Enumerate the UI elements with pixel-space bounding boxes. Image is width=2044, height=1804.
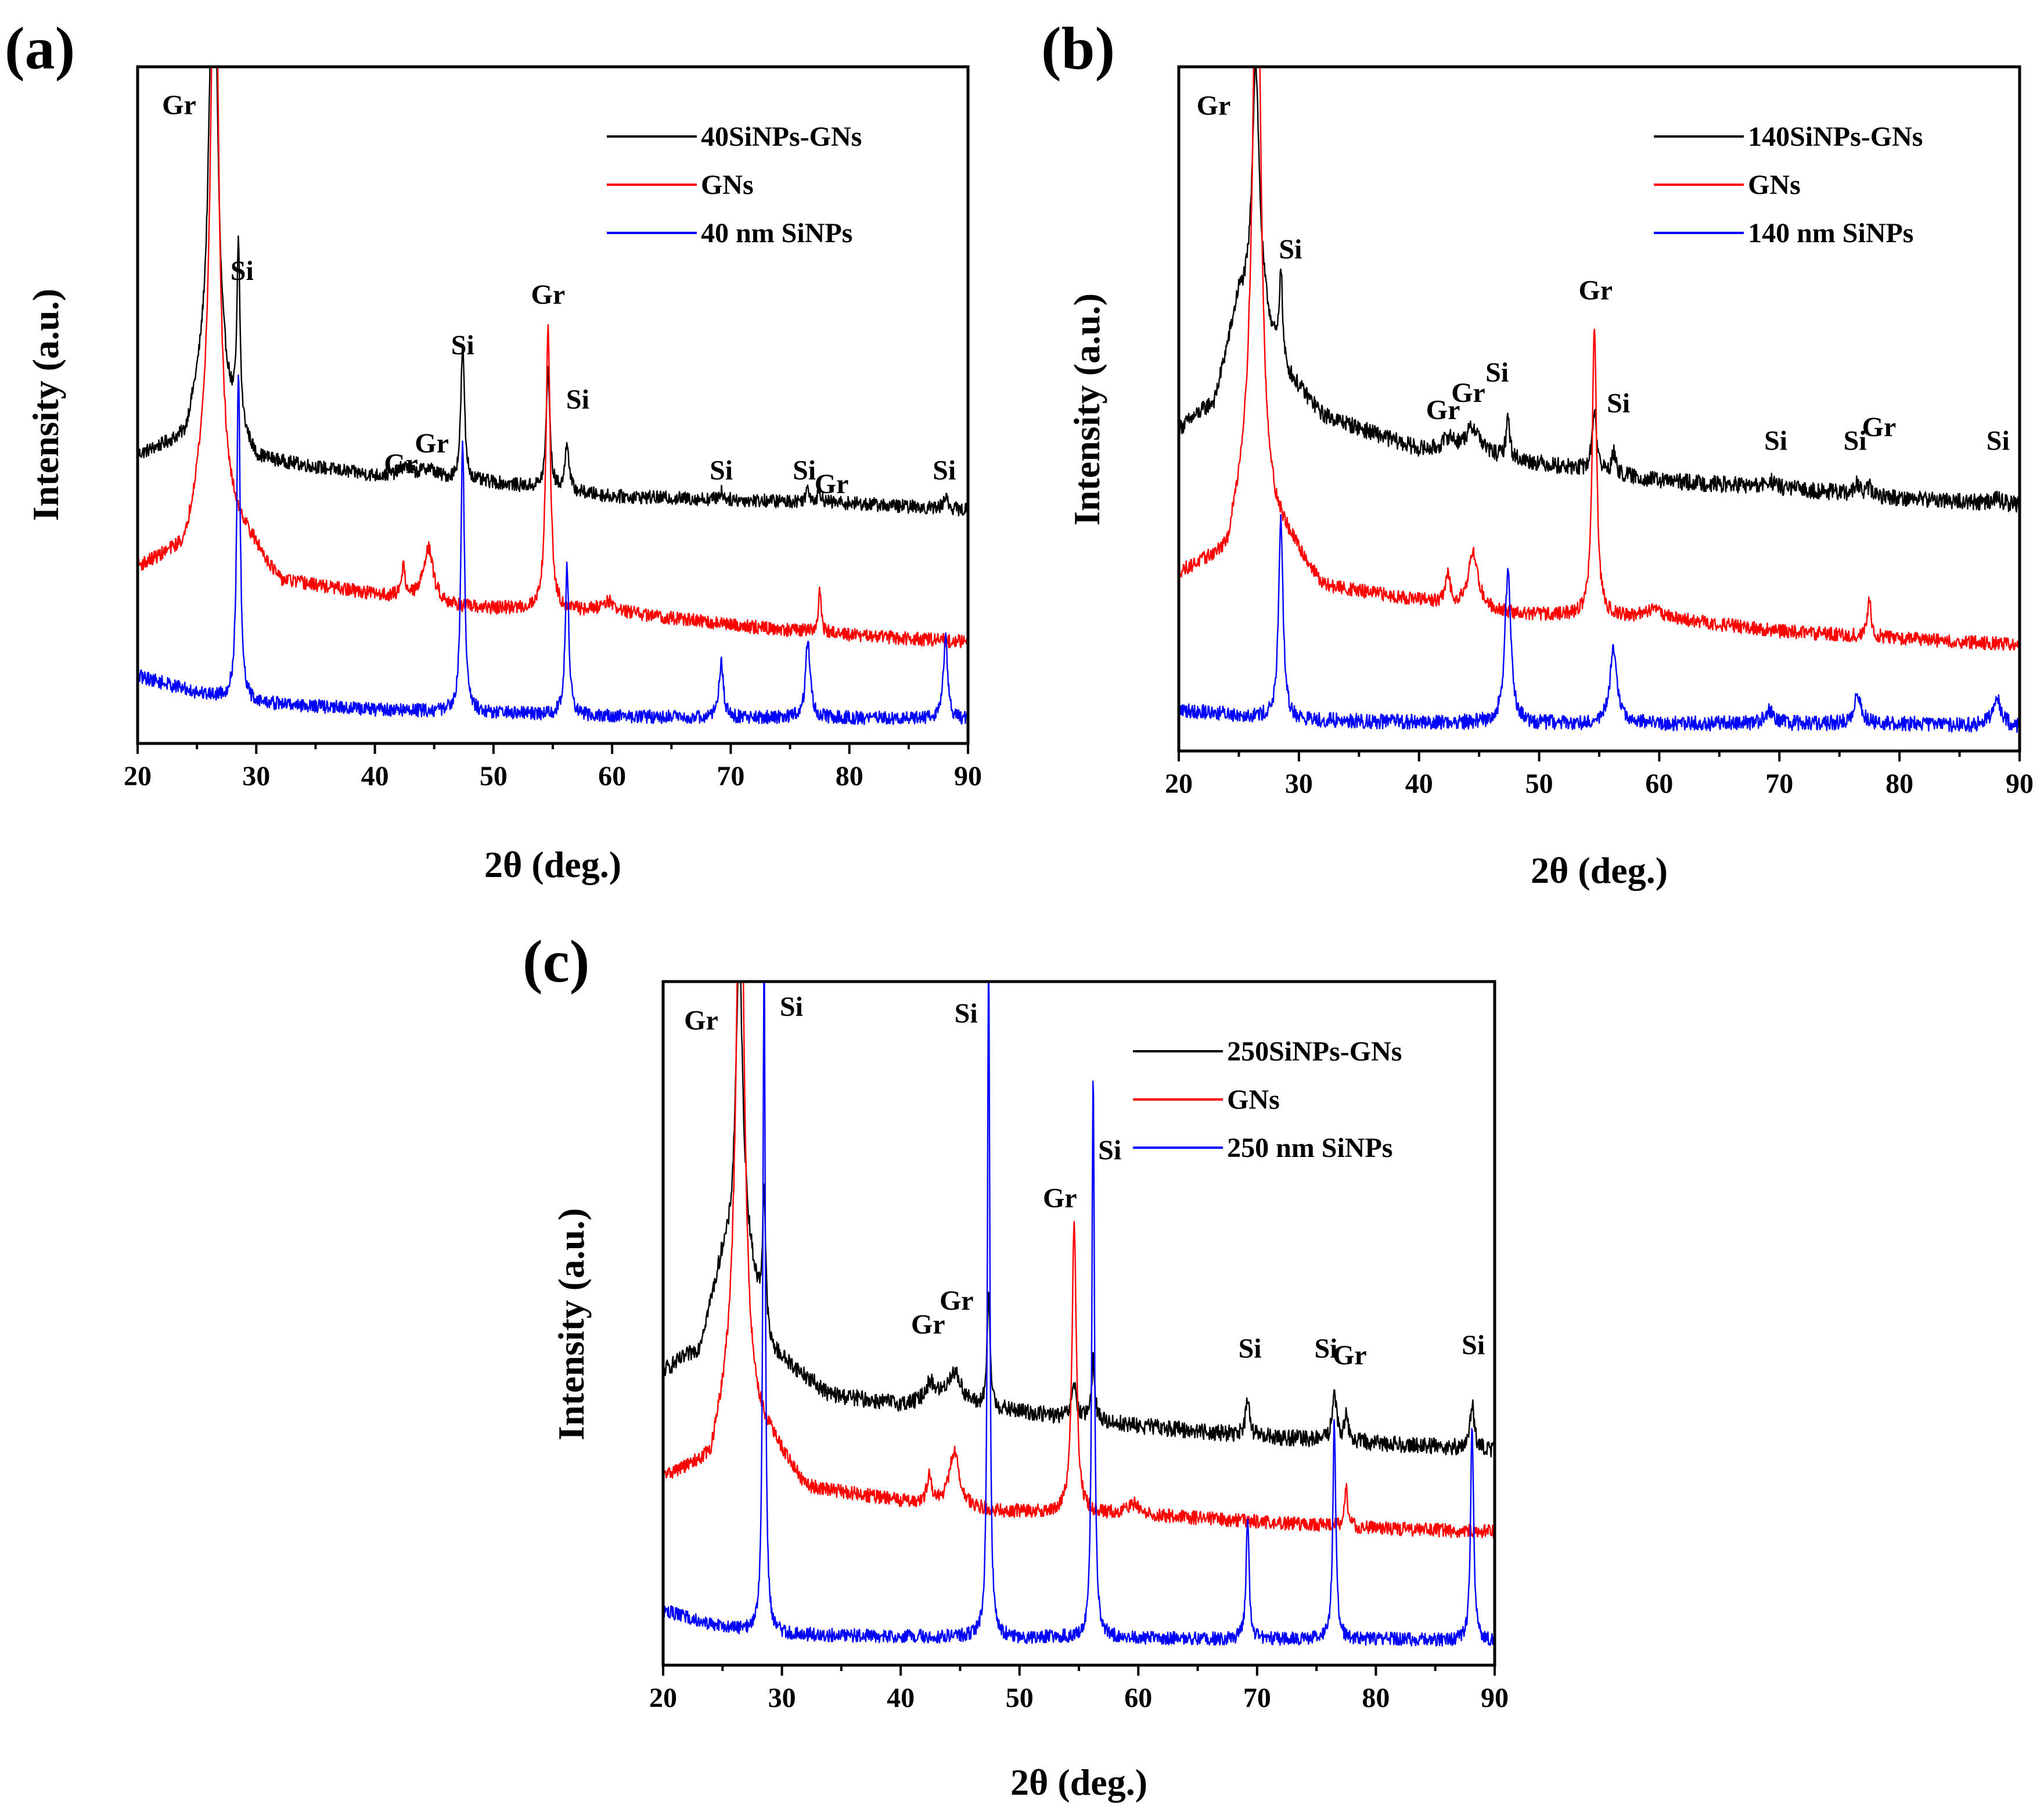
legend-entry: GNs	[1227, 1084, 1280, 1115]
x-tick-label: 80	[836, 761, 863, 792]
x-tick-label: 60	[1124, 1683, 1152, 1713]
y-axis-title: Intensity (a.u.)	[550, 1208, 592, 1440]
plot-frame	[661, 980, 1496, 1667]
series-line-40sinps-gns	[138, 67, 968, 517]
x-tick-label: 90	[954, 761, 982, 792]
legend-entry: GNs	[701, 170, 754, 200]
trace-group	[1179, 67, 2020, 733]
peak-annotation: Gr	[162, 90, 196, 121]
x-tick-label: 80	[1885, 768, 1913, 799]
x-axis-title: 2θ (deg.)	[484, 844, 621, 885]
panel-b: (b) 20 30 40 50 60 70 80 90 2θ (deg.) Intensity (a…	[1041, 15, 2034, 891]
x-tick-label: 40	[887, 1683, 915, 1713]
series-line-250sinps-gns	[663, 982, 1495, 1458]
panel-label: (a)	[5, 15, 75, 82]
peak-annotation: Si	[793, 455, 816, 486]
peak-annotation: Si	[1239, 1333, 1262, 1364]
peak-annotation: Si	[451, 330, 474, 361]
peak-annotation: Gr	[684, 1005, 718, 1036]
x-tick-label: 60	[1645, 768, 1673, 799]
x-tick-label: 50	[1006, 1683, 1034, 1713]
legend-entry: 40SiNPs-GNs	[701, 121, 862, 152]
series-line-250-nm-sinps	[663, 982, 1495, 1647]
legend-entry: 250 nm SiNPs	[1227, 1133, 1392, 1163]
plot-frame	[1177, 65, 2021, 753]
x-tick-label: 70	[1243, 1683, 1271, 1713]
legend-entry: 250SiNPs-GNs	[1227, 1036, 1402, 1067]
series-line-140sinps-gns	[1179, 67, 2020, 513]
peak-annotation: Si	[1844, 426, 1867, 457]
trace-group	[663, 982, 1495, 1647]
peak-annotation: Gr	[1862, 412, 1897, 443]
peak-annotation: Si	[566, 384, 589, 415]
x-tick-label: 20	[649, 1683, 677, 1713]
panel-label: (b)	[1041, 15, 1115, 82]
peak-annotation: Si	[1485, 357, 1509, 388]
peak-annotation: Si	[1764, 426, 1787, 457]
x-tick-label: 20	[124, 761, 152, 792]
series-line-gns	[1179, 67, 2020, 651]
peak-annotation: Si	[1314, 1333, 1337, 1364]
peak-annotation: Si	[933, 455, 956, 486]
x-tick-label: 90	[2006, 768, 2034, 799]
peak-annotation: Gr	[911, 1309, 945, 1340]
series-line-gns	[663, 982, 1495, 1540]
series-line-gns	[138, 67, 968, 649]
x-tick-label: 40	[361, 761, 389, 792]
x-tick-label: 70	[717, 761, 744, 792]
x-tick-label: 80	[1362, 1683, 1390, 1713]
panel-a: (a) 20 30 40 50 60 70 80 90 2θ (deg.) Intensity (a…	[5, 15, 982, 885]
peak-annotation: Si	[710, 455, 733, 486]
legend-entry: GNs	[1748, 170, 1801, 200]
trace-group	[138, 67, 968, 725]
series-line-40-nm-sinps	[138, 374, 968, 725]
x-tick-label: 30	[1285, 768, 1313, 799]
peak-annotation: Si	[1987, 426, 2010, 457]
x-tick-label: 20	[1165, 768, 1193, 799]
x-tick-label: 60	[598, 761, 626, 792]
peak-annotation: Si	[780, 991, 803, 1022]
peak-annotation: Gr	[1043, 1183, 1077, 1213]
x-axis-title: 2θ (deg.)	[1010, 1762, 1147, 1803]
x-tick-label: 30	[242, 761, 270, 792]
peak-annotation: Si	[1279, 234, 1302, 265]
panel-label: (c)	[523, 928, 589, 995]
peak-annotation: Gr	[1451, 378, 1485, 408]
x-tick-label: 30	[768, 1683, 796, 1713]
y-axis-title: Intensity (a.u.)	[1066, 293, 1107, 526]
peak-annotation: Gr	[815, 469, 849, 499]
legend-entry: 140SiNPs-GNs	[1748, 121, 1923, 152]
x-tick-label: 40	[1405, 768, 1433, 799]
peak-annotation: Gr	[384, 448, 418, 479]
peak-annotation: Si	[1607, 388, 1630, 419]
peak-annotation: Si	[1462, 1329, 1485, 1360]
x-tick-label: 90	[1481, 1683, 1509, 1713]
x-axis-title: 2θ (deg.)	[1531, 850, 1668, 891]
legend-entry: 40 nm SiNPs	[701, 218, 852, 249]
peak-annotation: Gr	[1426, 395, 1460, 426]
peak-annotation: Si	[1098, 1135, 1121, 1166]
peak-annotation: Gr	[531, 279, 566, 310]
peak-annotation: Gr	[1197, 90, 1231, 121]
x-tick-label: 50	[1525, 768, 1553, 799]
peak-annotation: Si	[231, 256, 254, 286]
peak-annotation: Gr	[415, 428, 449, 459]
peak-annotation: Si	[955, 998, 978, 1029]
x-tick-label: 50	[480, 761, 508, 792]
y-axis-title: Intensity (a.u.)	[25, 289, 66, 521]
peak-annotation: Gr	[940, 1285, 974, 1316]
peak-annotation: Gr	[1578, 275, 1613, 306]
peak-annotation: Gr	[1333, 1340, 1367, 1371]
plot-frame	[136, 65, 970, 745]
legend-entry: 140 nm SiNPs	[1748, 218, 1913, 249]
panel-c: (c) 20 30 40 50 60 70 80 90 2θ (deg.) Intensity (a…	[523, 928, 1509, 1803]
series-line-140-nm-sinps	[1179, 514, 2020, 733]
x-tick-label: 70	[1765, 768, 1793, 799]
